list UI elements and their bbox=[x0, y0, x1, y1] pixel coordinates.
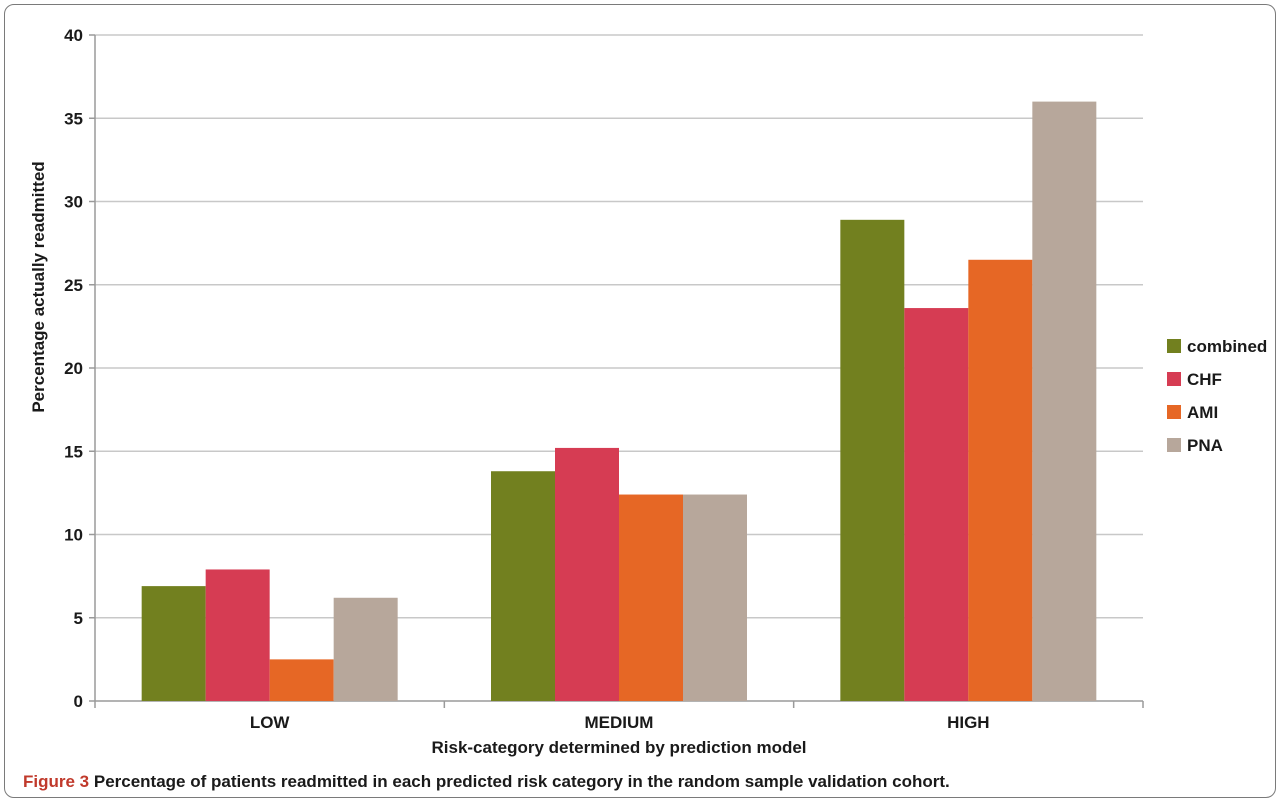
bar-ami-high bbox=[968, 259, 1033, 701]
x-tick-label: LOW bbox=[250, 713, 291, 732]
bars bbox=[141, 101, 1097, 702]
y-tick-label: 20 bbox=[64, 359, 83, 378]
y-tick-label: 5 bbox=[74, 609, 83, 628]
x-axis-title: Risk-category determined by prediction m… bbox=[431, 738, 806, 757]
bar-chf-low bbox=[205, 569, 270, 701]
y-tick-label: 10 bbox=[64, 526, 83, 545]
legend-label: PNA bbox=[1187, 436, 1223, 455]
bar-combined-high bbox=[840, 219, 905, 701]
bar-pna-low bbox=[333, 597, 398, 701]
tick-labels: 0 5 10 15 20 25 30 35 40 LOW MEDIUM HIGH bbox=[64, 26, 990, 732]
bar-chart: 0 5 10 15 20 25 30 35 40 LOW MEDIUM HIGH Percentage… bbox=[29, 26, 1267, 757]
legend-label: CHF bbox=[1187, 370, 1222, 389]
y-tick-label: 30 bbox=[64, 193, 83, 212]
y-tick-label: 40 bbox=[64, 26, 83, 45]
bar-chf-high bbox=[904, 308, 969, 701]
caption-text: Percentage of patients readmitted in eac… bbox=[93, 772, 950, 791]
y-axis-title: Percentage actually readmitted bbox=[29, 161, 48, 412]
figure-caption: Figure 3 Percentage of patients readmitt… bbox=[23, 772, 1273, 792]
y-tick-label: 25 bbox=[64, 276, 83, 295]
legend-label: combined bbox=[1187, 337, 1267, 356]
bar-ami-low bbox=[269, 659, 334, 701]
bar-chf-medium bbox=[555, 447, 619, 701]
caption-label: Figure 3 bbox=[23, 772, 90, 791]
bar-ami-medium bbox=[619, 494, 683, 701]
bar-pna-high bbox=[1032, 101, 1097, 702]
bar-combined-medium bbox=[491, 471, 555, 701]
legend-swatch bbox=[1167, 438, 1181, 452]
legend-swatch bbox=[1167, 372, 1181, 386]
bar-pna-medium bbox=[683, 494, 747, 701]
figure-frame: 0 5 10 15 20 25 30 35 40 LOW MEDIUM HIGH Percentage… bbox=[4, 4, 1276, 798]
legend-swatch bbox=[1167, 339, 1181, 353]
y-tick-label: 0 bbox=[74, 692, 83, 711]
legend-label: AMI bbox=[1187, 403, 1218, 422]
legend-swatch bbox=[1167, 405, 1181, 419]
legend: combined CHF AMI PNA bbox=[1167, 337, 1267, 455]
x-tick-label: HIGH bbox=[947, 713, 990, 732]
y-tick-label: 15 bbox=[64, 442, 83, 461]
x-tick-label: MEDIUM bbox=[585, 713, 654, 732]
y-tick-label: 35 bbox=[64, 109, 83, 128]
bar-combined-low bbox=[141, 586, 206, 701]
